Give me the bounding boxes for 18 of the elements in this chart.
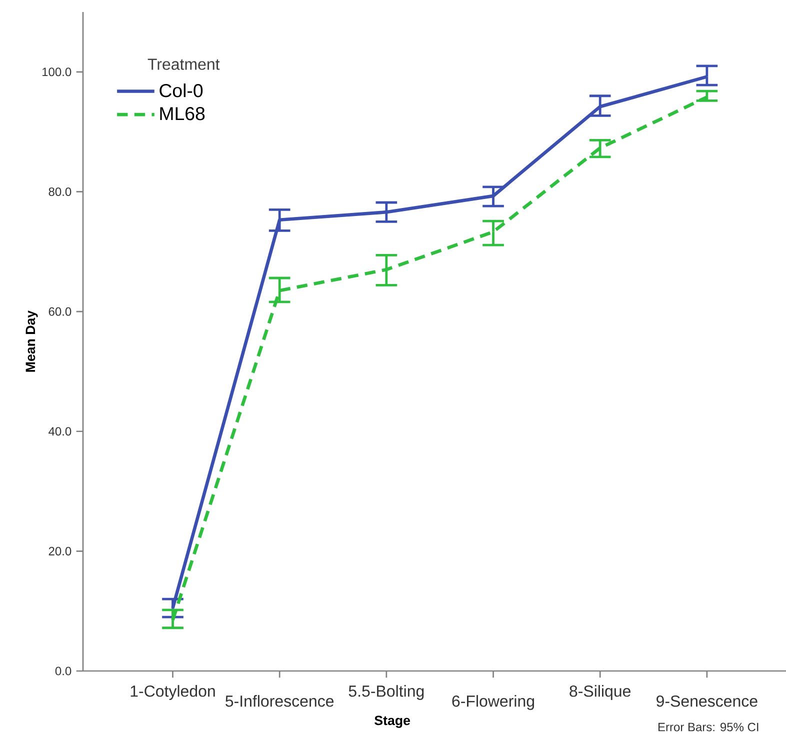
- legend-title: Treatment: [148, 58, 220, 70]
- x-tick-label: 5-Inflorescence: [226, 695, 334, 707]
- x-tick-label: 1-Cotyledon: [130, 685, 215, 700]
- x-tick-label: 9-Senescence: [656, 695, 758, 707]
- y-tick-label: 60.0: [48, 307, 72, 316]
- x-tick-label: 6-Flowering: [452, 695, 534, 710]
- x-tick-label: 5.5-Bolting: [348, 685, 424, 700]
- y-tick-label: 100.0: [42, 68, 72, 76]
- y-tick-label: 40.0: [48, 427, 72, 436]
- y-tick-label: 80.0: [48, 187, 72, 196]
- x-axis-title: Stage: [374, 716, 410, 728]
- legend-label: Col-0: [160, 84, 203, 98]
- y-tick-label: 0.0: [55, 666, 72, 676]
- y-axis-title: Mean Day: [26, 310, 38, 372]
- text: Error Bars: 95% CI: [658, 722, 758, 732]
- y-tick-label: 20.0: [48, 546, 72, 556]
- legend-label: ML68: [160, 107, 205, 120]
- x-tick-label: 8-Silique: [570, 685, 630, 700]
